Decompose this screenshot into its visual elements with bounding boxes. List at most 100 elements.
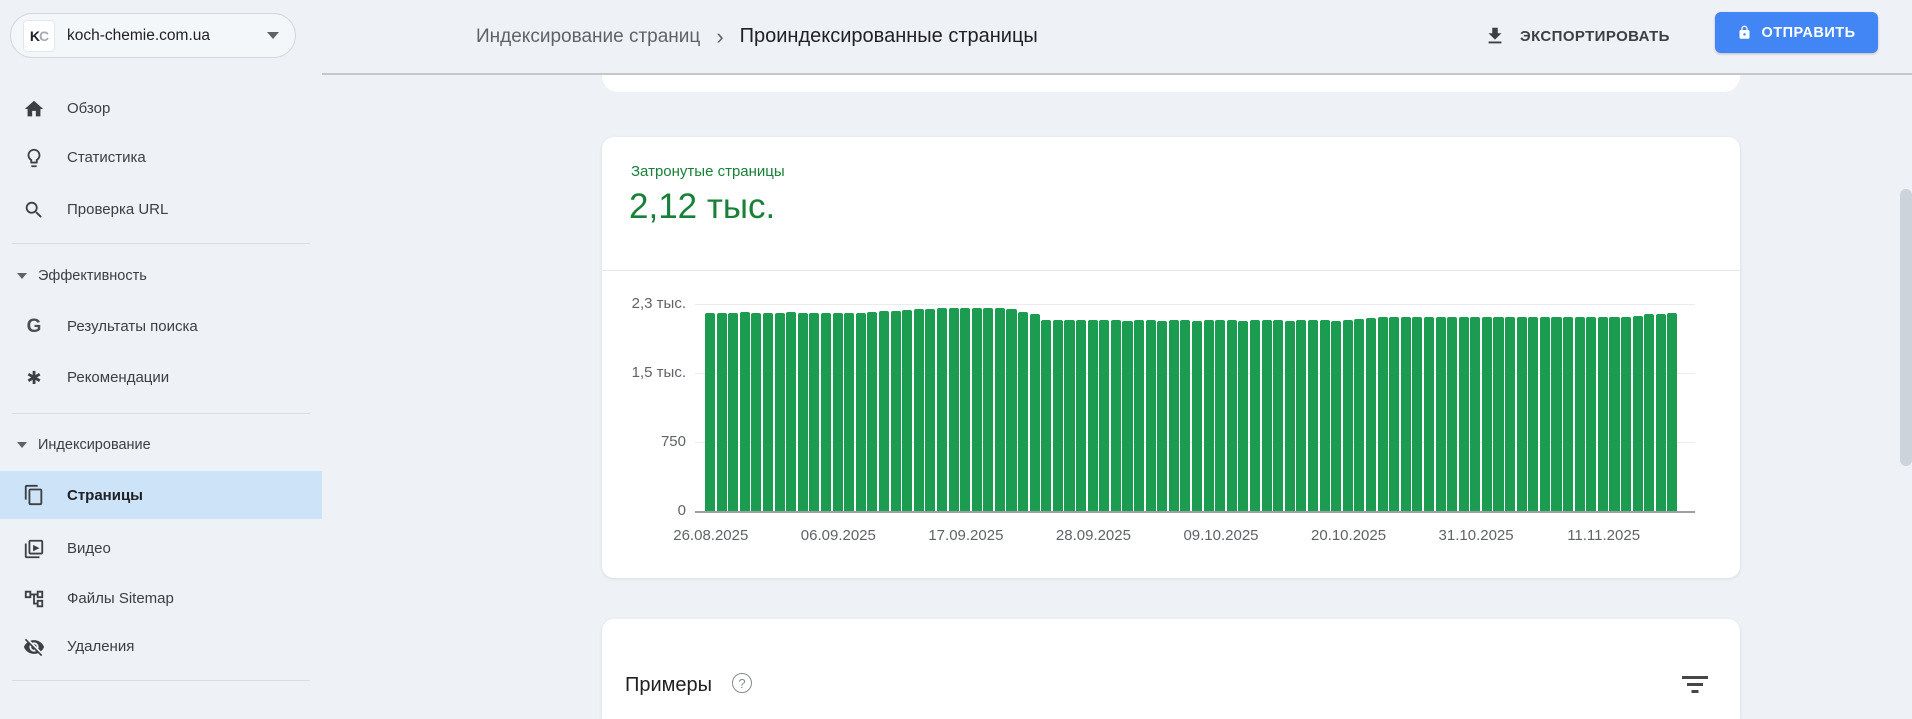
chart-bar[interactable]	[1319, 320, 1330, 511]
chart-bar[interactable]	[867, 312, 878, 511]
chart-bar[interactable]	[1168, 320, 1179, 511]
sidebar-item-overview[interactable]: Обзор	[0, 84, 322, 133]
help-icon[interactable]: ?	[732, 673, 752, 693]
chart-bar[interactable]	[1273, 320, 1284, 511]
chart-bar[interactable]	[844, 312, 855, 511]
chart-bar[interactable]	[1052, 320, 1063, 511]
breadcrumb-parent-link[interactable]: Индексирование страниц	[476, 25, 701, 47]
chart-bar[interactable]	[936, 308, 947, 511]
chart-bar[interactable]	[1365, 317, 1377, 511]
chart-bar[interactable]	[902, 309, 913, 511]
chart-bar[interactable]	[1609, 316, 1620, 511]
chart-bar[interactable]	[1563, 316, 1574, 511]
chart-bar[interactable]	[948, 308, 959, 511]
chart-bar[interactable]	[1574, 316, 1585, 511]
chart-bar[interactable]	[1621, 316, 1632, 511]
chart-bar[interactable]	[1435, 316, 1446, 511]
sidebar-item-statistics[interactable]: Статистика	[0, 133, 322, 182]
chart-bar[interactable]	[1110, 320, 1121, 511]
chart-bar[interactable]	[925, 308, 936, 511]
chart-bar[interactable]	[1586, 316, 1597, 511]
chart-bar[interactable]	[820, 312, 832, 511]
chart-bar[interactable]	[983, 307, 994, 511]
sidebar-section-performance[interactable]: Эффективность	[0, 261, 322, 291]
chart-bar[interactable]	[1644, 313, 1655, 511]
chart-bar[interactable]	[1632, 316, 1643, 511]
chart-bar[interactable]	[994, 308, 1005, 511]
chart-bar[interactable]	[1331, 320, 1342, 511]
sidebar-item-removals[interactable]: Удаления	[0, 622, 322, 671]
chart-bar[interactable]	[1458, 316, 1469, 511]
chart-bar[interactable]	[1018, 312, 1029, 511]
sidebar-item-recommendations[interactable]: ✱ Рекомендации	[0, 353, 322, 402]
chart-bar[interactable]	[878, 311, 890, 511]
chart-bar[interactable]	[809, 312, 820, 511]
chart-bar[interactable]	[1307, 320, 1319, 511]
chart-bar[interactable]	[1261, 320, 1272, 511]
export-button[interactable]: ЭКСПОРТИРОВАТЬ	[1484, 16, 1670, 56]
chart-bar[interactable]	[1099, 320, 1110, 511]
chart-bar[interactable]	[1342, 320, 1353, 511]
chart-bar[interactable]	[855, 312, 866, 511]
chart-bar[interactable]	[1539, 316, 1550, 511]
chart-bar[interactable]	[1400, 317, 1411, 511]
chart-bar[interactable]	[1192, 320, 1203, 511]
chart-bar[interactable]	[1412, 316, 1423, 511]
chart-bar[interactable]	[1655, 313, 1666, 511]
chart-bar[interactable]	[786, 312, 797, 511]
chart-bar[interactable]	[1076, 320, 1087, 511]
chart-bar[interactable]	[774, 312, 785, 511]
chart-bar[interactable]	[1284, 320, 1295, 511]
chart-bar[interactable]	[1064, 320, 1075, 511]
chart-bar[interactable]	[1041, 320, 1052, 511]
chart-bar[interactable]	[1134, 320, 1145, 511]
chart-bar[interactable]	[1157, 320, 1168, 511]
chart-bar[interactable]	[716, 312, 727, 511]
chart-bar[interactable]	[1006, 308, 1017, 511]
sidebar-item-url-inspection[interactable]: Проверка URL	[0, 185, 322, 234]
chart-bar[interactable]	[1215, 320, 1226, 511]
chart-bar[interactable]	[1354, 318, 1365, 511]
chart-bar[interactable]	[1667, 313, 1678, 511]
chart-bar[interactable]	[913, 308, 924, 511]
chart-bar[interactable]	[1528, 316, 1539, 511]
chart-bar[interactable]	[797, 312, 808, 511]
chart-bar[interactable]	[728, 312, 739, 511]
chart-bar[interactable]	[1249, 320, 1261, 511]
chart-bar[interactable]	[1377, 317, 1388, 511]
filter-icon[interactable]	[1682, 676, 1708, 694]
chart-bar[interactable]	[890, 310, 901, 511]
chart-bar[interactable]	[1505, 316, 1516, 511]
chart-bar[interactable]	[832, 312, 843, 511]
chart-bar[interactable]	[1087, 320, 1098, 511]
chart-bar[interactable]	[1180, 320, 1191, 511]
chart-bar[interactable]	[1551, 316, 1562, 511]
chart-bar[interactable]	[1481, 316, 1492, 511]
chart-bar[interactable]	[762, 312, 774, 511]
sidebar-section-indexing[interactable]: Индексирование	[0, 430, 322, 460]
chart-bar[interactable]	[1226, 320, 1237, 511]
chart-bar[interactable]	[1447, 316, 1458, 511]
chart-bar[interactable]	[1389, 316, 1400, 511]
sidebar-item-search-results[interactable]: G Результаты поиска	[0, 302, 322, 351]
sidebar-item-pages[interactable]: Страницы	[0, 471, 322, 519]
chart-bar[interactable]	[1238, 320, 1249, 511]
chart-bar[interactable]	[739, 312, 750, 511]
chart-bar[interactable]	[1493, 316, 1504, 511]
chart-bar[interactable]	[751, 312, 762, 511]
scrollbar-thumb[interactable]	[1900, 189, 1912, 466]
chart-bar[interactable]	[1145, 320, 1156, 511]
chart-bar[interactable]	[1029, 313, 1040, 511]
chart-bar[interactable]	[1122, 320, 1133, 511]
chart-bar[interactable]	[1296, 320, 1307, 511]
submit-button[interactable]: ОТПРАВИТЬ	[1715, 12, 1878, 53]
sidebar-item-sitemaps[interactable]: Файлы Sitemap	[0, 574, 322, 623]
chart-bar[interactable]	[1470, 316, 1481, 511]
chart-bar[interactable]	[1423, 316, 1434, 511]
chart-bar[interactable]	[960, 307, 971, 511]
sidebar-item-video[interactable]: Видео	[0, 524, 322, 573]
chart-bar[interactable]	[705, 312, 716, 511]
chart-bar[interactable]	[971, 307, 982, 511]
chart-bar[interactable]	[1203, 320, 1214, 511]
